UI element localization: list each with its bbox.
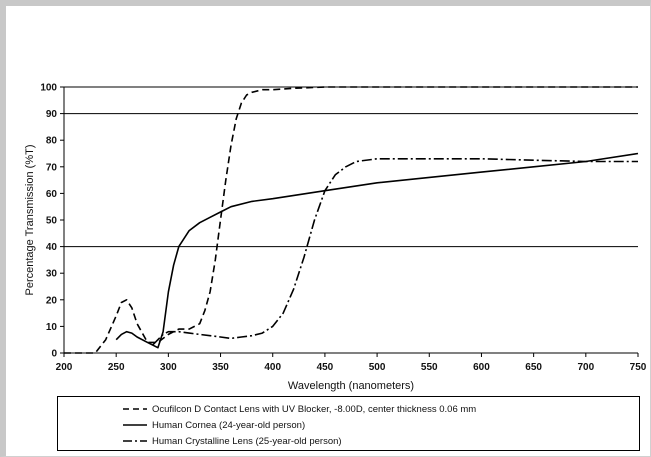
y-tick-label-40: 40 [46, 242, 58, 253]
y-tick-label-90: 90 [46, 109, 58, 120]
y-tick-label-60: 60 [46, 189, 58, 200]
y-tick-label-20: 20 [46, 295, 58, 306]
y-tick-label-30: 30 [46, 269, 58, 280]
legend-swatch-dashed [123, 408, 147, 410]
y-tick-label-50: 50 [46, 216, 58, 227]
legend-item-lens: Human Crystalline Lens (25-year-old pers… [58, 433, 342, 449]
x-tick-label-200: 200 [56, 362, 73, 373]
series-line-1 [115, 152, 639, 349]
legend-swatch-dashdot [123, 440, 147, 442]
x-tick-label-650: 650 [525, 362, 542, 373]
y-axis-title: Percentage Transmission (%T) [24, 145, 36, 296]
x-tick-label-550: 550 [421, 362, 438, 373]
series-line-0 [64, 86, 638, 354]
x-tick-label-500: 500 [369, 362, 386, 373]
legend-swatch-solid [123, 424, 147, 426]
x-tick-label-450: 450 [317, 362, 334, 373]
y-tick-label-0: 0 [51, 349, 57, 360]
legend-label: Human Crystalline Lens (25-year-old pers… [152, 435, 342, 447]
x-tick-label-700: 700 [577, 362, 594, 373]
y-tick-label-70: 70 [46, 162, 58, 173]
series-line-2 [152, 158, 638, 346]
legend-item-cornea: Human Cornea (24-year-old person) [58, 417, 305, 433]
y-tick-label-100: 100 [40, 83, 57, 94]
legend: Ocufilcon D Contact Lens with UV Blocker… [57, 396, 640, 451]
x-tick-label-600: 600 [473, 362, 490, 373]
x-tick-label-250: 250 [108, 362, 125, 373]
x-tick-label-400: 400 [264, 362, 281, 373]
x-axis-title: Wavelength (nanometers) [288, 380, 414, 392]
y-tick-label-10: 10 [46, 322, 58, 333]
y-tick-label-80: 80 [46, 136, 58, 147]
legend-label: Human Cornea (24-year-old person) [152, 419, 306, 431]
legend-item-ocufilcon: Ocufilcon D Contact Lens with UV Blocker… [58, 401, 476, 417]
x-tick-label-350: 350 [212, 362, 229, 373]
x-tick-label-300: 300 [160, 362, 177, 373]
legend-label: Ocufilcon D Contact Lens with UV Blocker… [152, 403, 477, 415]
x-tick-label-750: 750 [630, 362, 647, 373]
